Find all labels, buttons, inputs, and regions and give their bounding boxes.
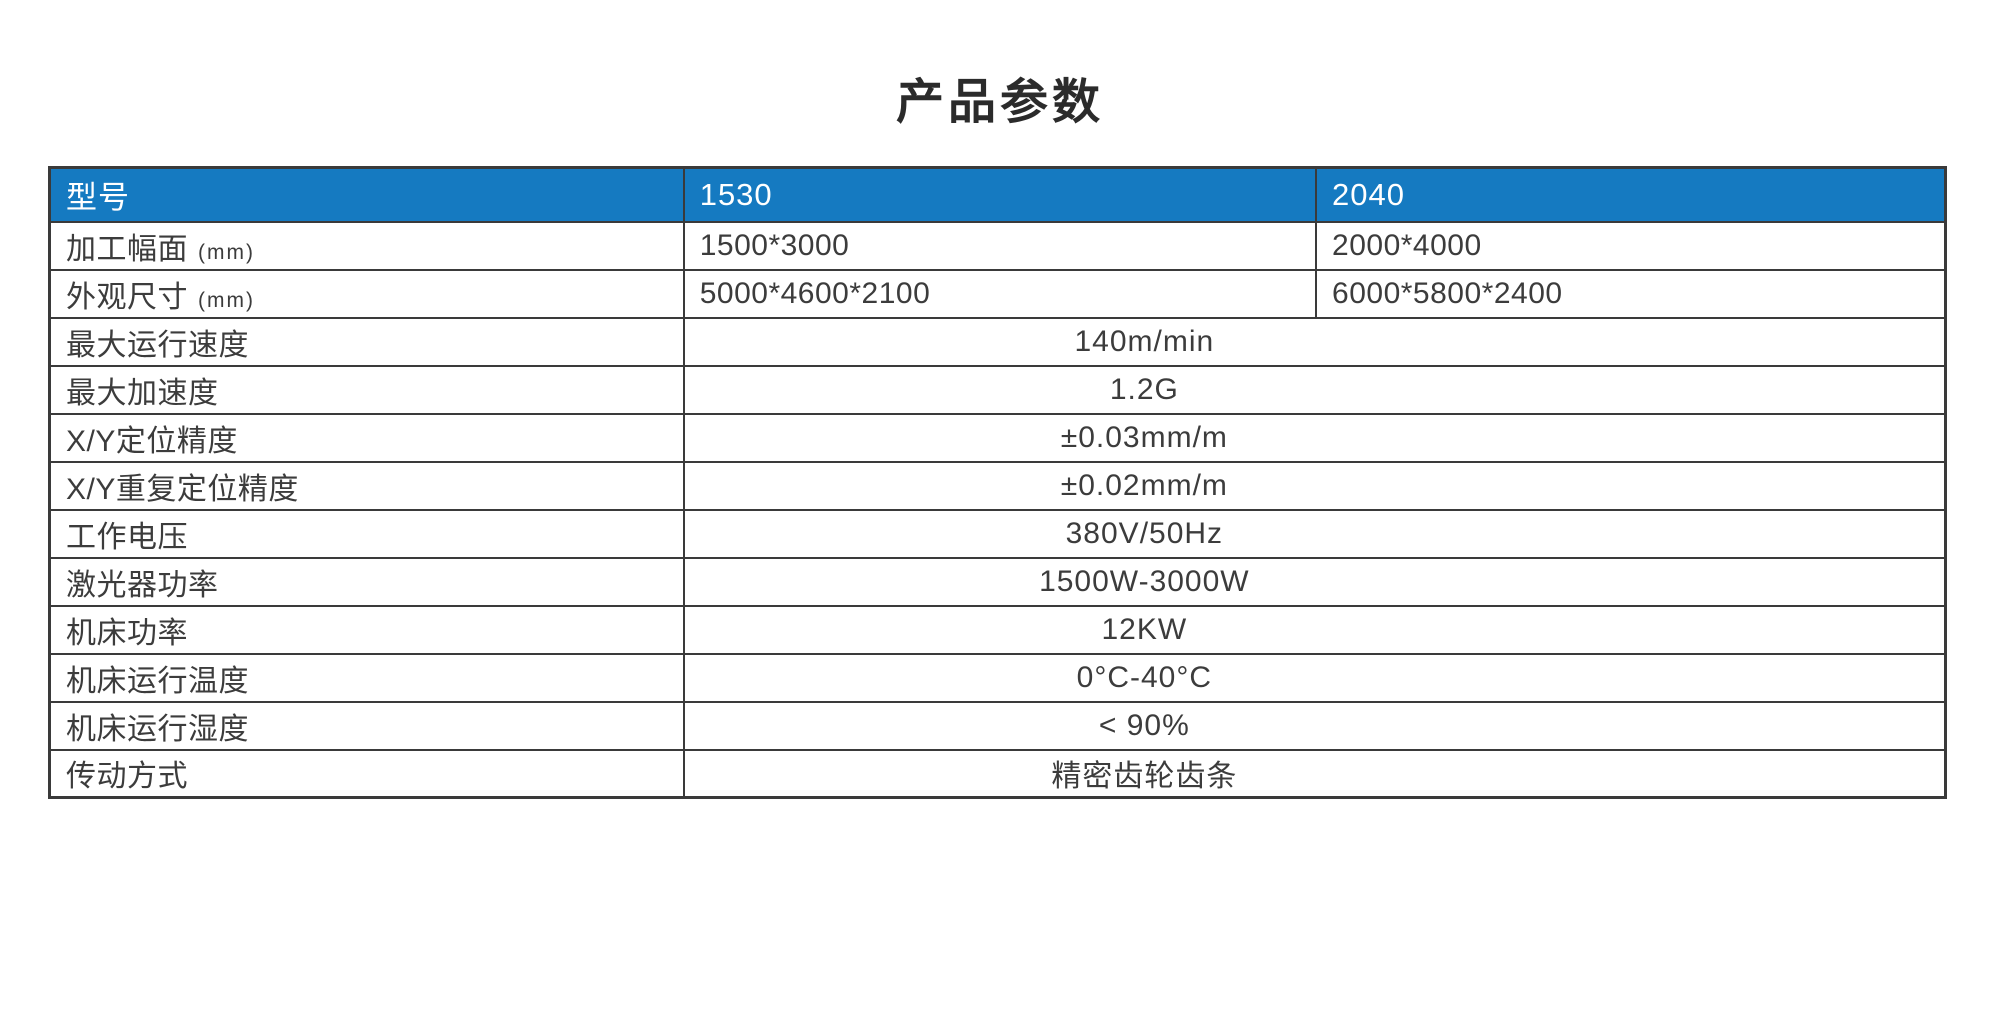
- spec-label-unit: (mm): [198, 288, 255, 312]
- spec-label-text: 外观尺寸: [66, 280, 188, 314]
- spec-value-merged: ±0.02mm/m: [682, 460, 1947, 511]
- spec-label: 激光器功率: [48, 556, 685, 607]
- spec-label: X/Y重复定位精度: [48, 460, 685, 511]
- spec-value-2040: 6000*5800*2400: [1315, 268, 1947, 319]
- spec-label: 机床功率: [48, 604, 685, 655]
- spec-table-container: 型号 1530 2040 加工幅面 (mm) 1500*3000 2000*400…: [48, 166, 1947, 799]
- table-row: 最大运行速度 140m/min: [48, 316, 1947, 367]
- spec-value-2040: 2000*4000: [1315, 220, 1947, 271]
- spec-value-merged: 精密齿轮齿条: [682, 748, 1947, 799]
- spec-value-merged: 380V/50Hz: [682, 508, 1947, 559]
- spec-label: 加工幅面 (mm): [48, 220, 685, 271]
- table-row: 机床运行湿度 < 90%: [48, 700, 1947, 751]
- table-row: X/Y定位精度 ±0.03mm/m: [48, 412, 1947, 463]
- spec-value-merged: 1500W-3000W: [682, 556, 1947, 607]
- spec-value-merged: < 90%: [682, 700, 1947, 751]
- table-header-row: 型号 1530 2040: [48, 166, 1947, 223]
- spec-label-text: 加工幅面: [66, 232, 188, 266]
- table-row: 最大加速度 1.2G: [48, 364, 1947, 415]
- spec-value-merged: 12KW: [682, 604, 1947, 655]
- table-row: 传动方式 精密齿轮齿条: [48, 748, 1947, 799]
- spec-label: X/Y定位精度: [48, 412, 685, 463]
- spec-label: 最大加速度: [48, 364, 685, 415]
- page-title: 产品参数: [895, 76, 1104, 129]
- table-row: 工作电压 380V/50Hz: [48, 508, 1947, 559]
- spec-value-merged: 0°C-40°C: [682, 652, 1947, 703]
- spec-label-unit: (mm): [198, 240, 255, 264]
- table-row: 激光器功率 1500W-3000W: [48, 556, 1947, 607]
- spec-value-merged: ±0.03mm/m: [682, 412, 1947, 463]
- product-spec-table: 型号 1530 2040 加工幅面 (mm) 1500*3000 2000*400…: [48, 166, 1947, 799]
- header-model-2040: 2040: [1315, 166, 1947, 223]
- header-model-1530: 1530: [682, 166, 1318, 223]
- spec-label: 传动方式: [48, 748, 685, 799]
- table-row: 加工幅面 (mm) 1500*3000 2000*4000: [48, 220, 1947, 271]
- spec-label: 机床运行温度: [48, 652, 685, 703]
- table-row: 机床功率 12KW: [48, 604, 1947, 655]
- table-row: X/Y重复定位精度 ±0.02mm/m: [48, 460, 1947, 511]
- header-model: 型号: [48, 166, 685, 223]
- spec-label: 最大运行速度: [48, 316, 685, 367]
- spec-value-1530: 1500*3000: [682, 220, 1318, 271]
- spec-value-merged: 140m/min: [682, 316, 1947, 367]
- table-row: 外观尺寸 (mm) 5000*4600*2100 6000*5800*2400: [48, 268, 1947, 319]
- spec-label: 工作电压: [48, 508, 685, 559]
- spec-label: 外观尺寸 (mm): [48, 268, 685, 319]
- spec-label: 机床运行湿度: [48, 700, 685, 751]
- spec-value-merged: 1.2G: [682, 364, 1947, 415]
- spec-value-1530: 5000*4600*2100: [682, 268, 1318, 319]
- table-row: 机床运行温度 0°C-40°C: [48, 652, 1947, 703]
